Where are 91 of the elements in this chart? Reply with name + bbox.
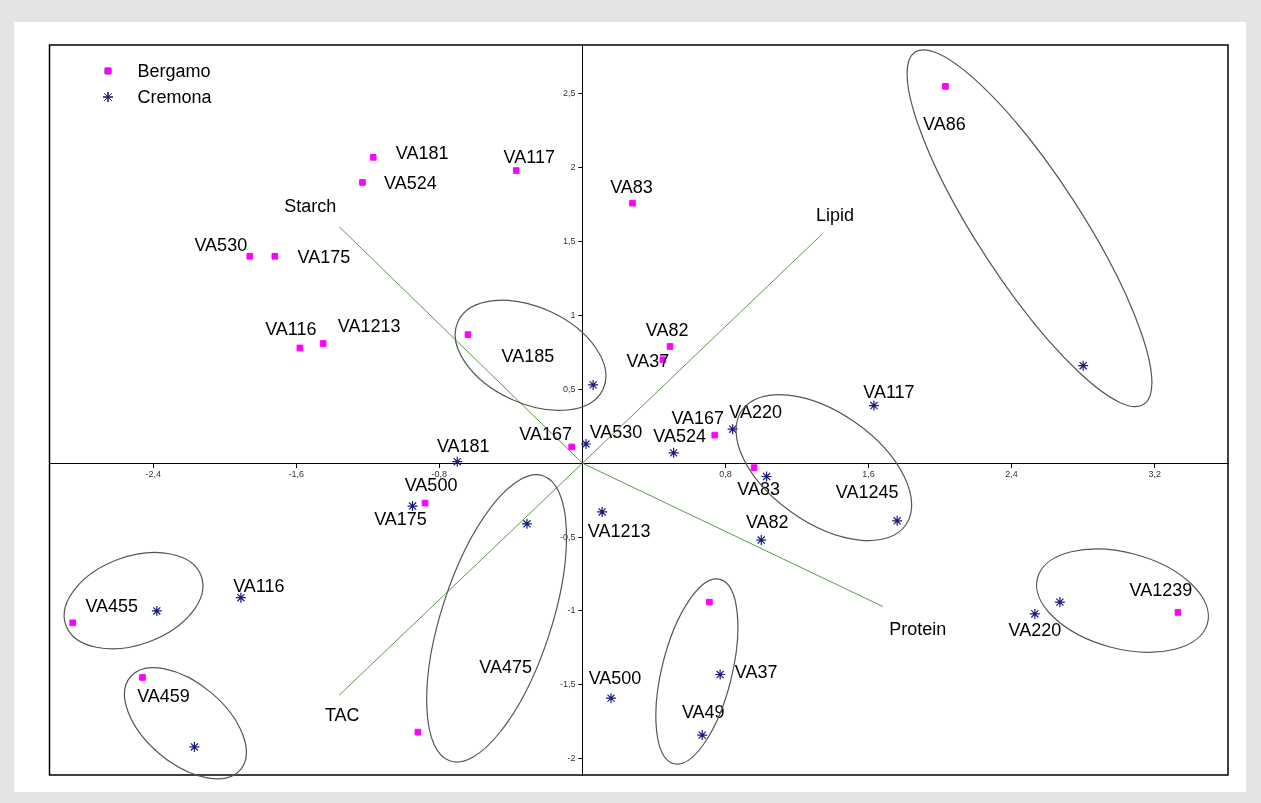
point [188, 741, 200, 753]
annotation: VA116 [265, 318, 317, 339]
point [761, 470, 773, 483]
annotation: VA49 [681, 702, 725, 723]
annotation: VA175 [297, 247, 351, 268]
annotation: TAC [324, 705, 360, 726]
point [139, 674, 146, 681]
annotation: VA459 [137, 686, 190, 707]
point [151, 605, 163, 617]
point [369, 153, 377, 161]
annotation: VA530 [194, 235, 248, 256]
point [714, 668, 726, 681]
x-tick-label: 2,4 [1005, 469, 1018, 480]
point [596, 506, 608, 518]
point [750, 464, 758, 471]
point [521, 518, 533, 530]
point [587, 379, 599, 391]
point [1077, 360, 1089, 372]
point [271, 252, 279, 260]
point [1029, 608, 1041, 620]
annotation: VA82 [645, 320, 689, 341]
point [512, 167, 520, 174]
annotation: VA82 [745, 512, 789, 533]
annotation: VA37 [626, 350, 670, 371]
annotation: VA175 [374, 509, 427, 530]
point [69, 619, 77, 627]
point [605, 692, 617, 704]
point [696, 729, 708, 741]
annotation: Protein [889, 618, 947, 639]
point [1054, 596, 1066, 608]
y-tick-label: 0,5 [562, 383, 576, 394]
legend-label: Cremona [137, 86, 212, 109]
x-tick-label: 3,2 [1148, 469, 1161, 480]
point [359, 179, 366, 186]
point [464, 331, 472, 338]
annotation: VA1239 [1129, 580, 1193, 601]
annotation: VA167 [519, 423, 573, 444]
annotation: VA500 [588, 668, 642, 689]
annotation: VA181 [395, 143, 449, 164]
x-tick-label: -2,4 [145, 469, 161, 480]
annotation: VA185 [501, 345, 555, 366]
y-tick-label: 1,5 [562, 236, 576, 247]
point [868, 399, 880, 412]
annotation: VA220 [1008, 619, 1062, 640]
annotation: VA524 [384, 173, 437, 194]
annotation: VA116 [233, 575, 285, 596]
annotation: VA37 [734, 662, 778, 683]
annotation: VA117 [863, 381, 915, 402]
x-tick-label: -1,6 [288, 469, 305, 480]
x-tick-label: 1,6 [862, 469, 875, 480]
annotation: VA1213 [587, 520, 651, 541]
point [666, 343, 674, 350]
annotation: Starch [284, 195, 337, 216]
annotation: VA86 [923, 114, 966, 135]
y-tick-label: 1 [570, 309, 576, 320]
annotation: VA181 [436, 435, 490, 456]
point [414, 728, 422, 736]
y-tick-label: 2 [570, 162, 576, 173]
point [942, 83, 949, 90]
annotation: VA117 [503, 146, 555, 167]
point [421, 499, 429, 507]
point [580, 438, 592, 450]
point [296, 344, 304, 352]
point [1174, 609, 1182, 616]
y-tick-label: -1 [567, 605, 576, 616]
annotation: VA455 [85, 595, 139, 616]
legend-label: Bergamo [137, 60, 211, 83]
point [568, 443, 576, 451]
point [668, 447, 680, 459]
point [406, 500, 419, 512]
y-tick-label: -2 [567, 753, 576, 764]
annotation: VA1245 [835, 481, 899, 502]
point [246, 252, 254, 260]
x-tick-label: 0,8 [719, 469, 732, 480]
point [891, 515, 903, 527]
y-tick-label: -1,5 [559, 679, 576, 690]
annotation: VA475 [479, 656, 532, 677]
annotation: VA1213 [337, 316, 401, 337]
point [235, 592, 247, 604]
point [727, 423, 739, 435]
point [706, 598, 713, 606]
y-tick-label: 2,5 [562, 88, 576, 99]
point [629, 199, 636, 207]
point [319, 340, 327, 347]
annotation: Lipid [816, 205, 855, 226]
annotation: VA83 [610, 177, 653, 198]
point [711, 431, 719, 439]
point [451, 456, 463, 468]
annotation: VA220 [729, 402, 782, 423]
point [755, 534, 767, 546]
annotation: VA83 [737, 479, 780, 500]
